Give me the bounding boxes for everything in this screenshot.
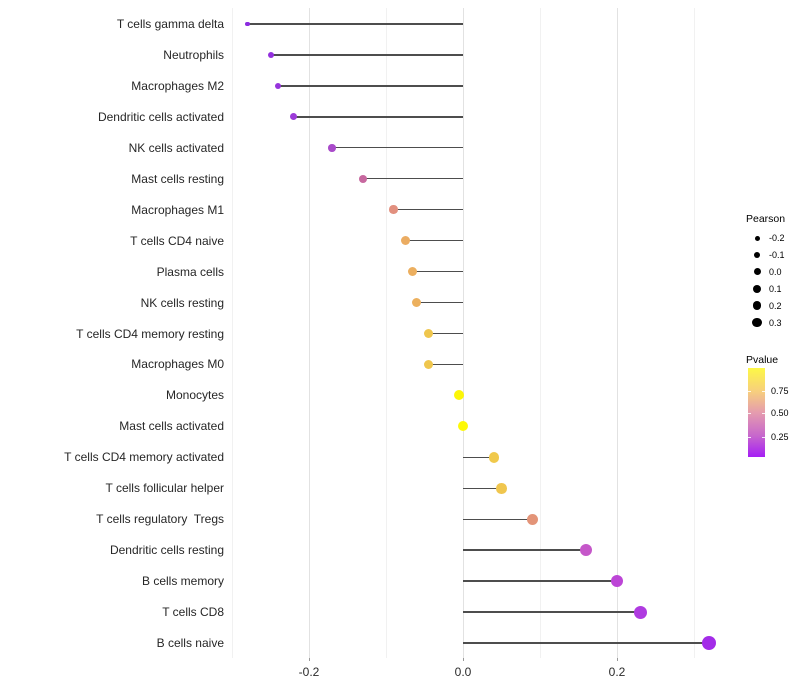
y-axis-label: Macrophages M1 <box>131 202 224 217</box>
legend-size-label: 0.1 <box>769 283 782 294</box>
legend-size-dot <box>753 268 761 276</box>
pvalue-colorbar <box>748 368 765 457</box>
colorbar-tick <box>748 390 751 392</box>
lollipop-stem <box>247 23 463 25</box>
y-axis-label: T cells follicular helper <box>105 481 225 496</box>
lollipop-stem <box>412 270 463 273</box>
y-axis-label: T cells regulatory Tregs <box>96 512 224 527</box>
y-axis-label: Mast cells resting <box>131 171 224 186</box>
y-axis-label: Monocytes <box>165 388 224 403</box>
y-axis-label: Dendritic cells resting <box>109 543 224 558</box>
x-tick-mark <box>462 658 464 661</box>
y-axis-label: Plasma cells <box>156 264 224 279</box>
x-tick-label: 0.2 <box>608 665 626 679</box>
lollipop-stem <box>416 301 463 304</box>
lollipop-dot <box>423 359 434 370</box>
lollipop-dot <box>458 421 468 432</box>
lollipop-dot <box>328 144 336 152</box>
lollipop-dot <box>358 174 368 183</box>
y-axis-label: B cells memory <box>141 574 224 589</box>
gridline-major <box>616 8 618 658</box>
gridline-major <box>462 8 464 658</box>
colorbar-tick <box>762 390 765 392</box>
lollipop-dot <box>423 328 434 339</box>
legend-size-label: 0.3 <box>769 317 782 328</box>
legend-size-dot <box>752 301 762 310</box>
legend-size-dot <box>752 317 762 328</box>
legend-size-dot <box>754 251 760 258</box>
lollipop-dot <box>274 82 282 90</box>
y-axis-label: T cells CD4 memory resting <box>76 326 224 341</box>
lollipop-dot <box>400 236 410 246</box>
legend-size-dot <box>754 235 760 241</box>
colorbar-tick <box>762 413 765 415</box>
lollipop-dot <box>488 452 500 463</box>
lollipop-stem <box>463 549 587 551</box>
lollipop-dot <box>408 267 418 277</box>
lollipop-dot <box>496 483 507 494</box>
y-axis-label: Macrophages M0 <box>131 357 224 372</box>
lollipop-dot <box>290 113 298 121</box>
lollipop-stem <box>463 611 641 613</box>
legend-pearson-title: Pearson <box>746 213 786 225</box>
lollipop-stem <box>463 642 710 644</box>
lollipop-dot <box>454 390 465 401</box>
legend-size-label: 0.0 <box>769 266 782 277</box>
lollipop-dot <box>580 544 593 557</box>
lollipop-stem <box>362 178 463 180</box>
y-axis-label: T cells CD4 memory activated <box>64 450 224 465</box>
colorbar-label: 0.25 <box>771 431 789 442</box>
x-tick-label: 0.0 <box>454 665 472 679</box>
lollipop-stem <box>428 363 463 366</box>
gridline-minor <box>693 8 695 658</box>
legend-pvalue-title: Pvalue <box>746 354 779 366</box>
lollipop-dot <box>702 636 717 650</box>
lollipop-dot <box>526 513 538 525</box>
colorbar-tick <box>748 436 751 438</box>
lollipop-stem <box>405 239 463 242</box>
lollipop-dot <box>610 574 624 588</box>
lollipop-stem <box>332 147 463 149</box>
lollipop-stem <box>463 518 533 520</box>
legend-size-label: 0.2 <box>769 300 782 311</box>
legend-size-label: -0.1 <box>769 249 785 260</box>
y-axis-label: NK cells activated <box>128 140 224 155</box>
lollipop-stem <box>463 456 494 458</box>
lollipop-dot <box>267 51 274 58</box>
colorbar-label: 0.75 <box>771 385 789 396</box>
lollipop-dot <box>633 605 647 619</box>
gridline-minor <box>231 8 233 658</box>
lollipop-stem <box>463 487 502 489</box>
lollipop-stem <box>393 209 463 211</box>
colorbar-label: 0.50 <box>771 408 789 419</box>
x-tick-label: -0.2 <box>298 665 320 679</box>
y-axis-label: NK cells resting <box>140 295 224 310</box>
x-tick-mark <box>616 658 618 661</box>
y-axis-label: B cells naive <box>156 636 224 650</box>
lollipop-stem <box>463 580 617 582</box>
lollipop-stem <box>293 116 463 118</box>
lollipop-dot <box>412 298 422 308</box>
lollipop-stem <box>270 54 463 56</box>
y-axis-label: Neutrophils <box>163 47 224 62</box>
legend-size-label: -0.2 <box>769 233 785 243</box>
y-axis-label: Dendritic cells activated <box>97 109 224 124</box>
lollipop-dot <box>245 21 250 27</box>
y-axis-label: T cells CD8 <box>162 605 224 620</box>
gridline-minor <box>385 8 387 658</box>
y-axis-label: Macrophages M2 <box>131 78 224 93</box>
lollipop-stem <box>428 332 463 335</box>
y-axis-label: Mast cells activated <box>119 419 224 434</box>
y-axis-label: T cells gamma delta <box>116 17 224 31</box>
colorbar-tick <box>762 436 765 438</box>
colorbar-tick <box>748 413 751 415</box>
lollipop-dot <box>389 205 398 214</box>
x-tick-mark <box>308 658 310 661</box>
lollipop-stem <box>278 85 463 87</box>
y-axis-label: T cells CD4 naive <box>130 233 224 248</box>
gridline-minor <box>539 8 541 658</box>
gridline-major <box>308 8 310 658</box>
legend-size-dot <box>753 284 761 293</box>
